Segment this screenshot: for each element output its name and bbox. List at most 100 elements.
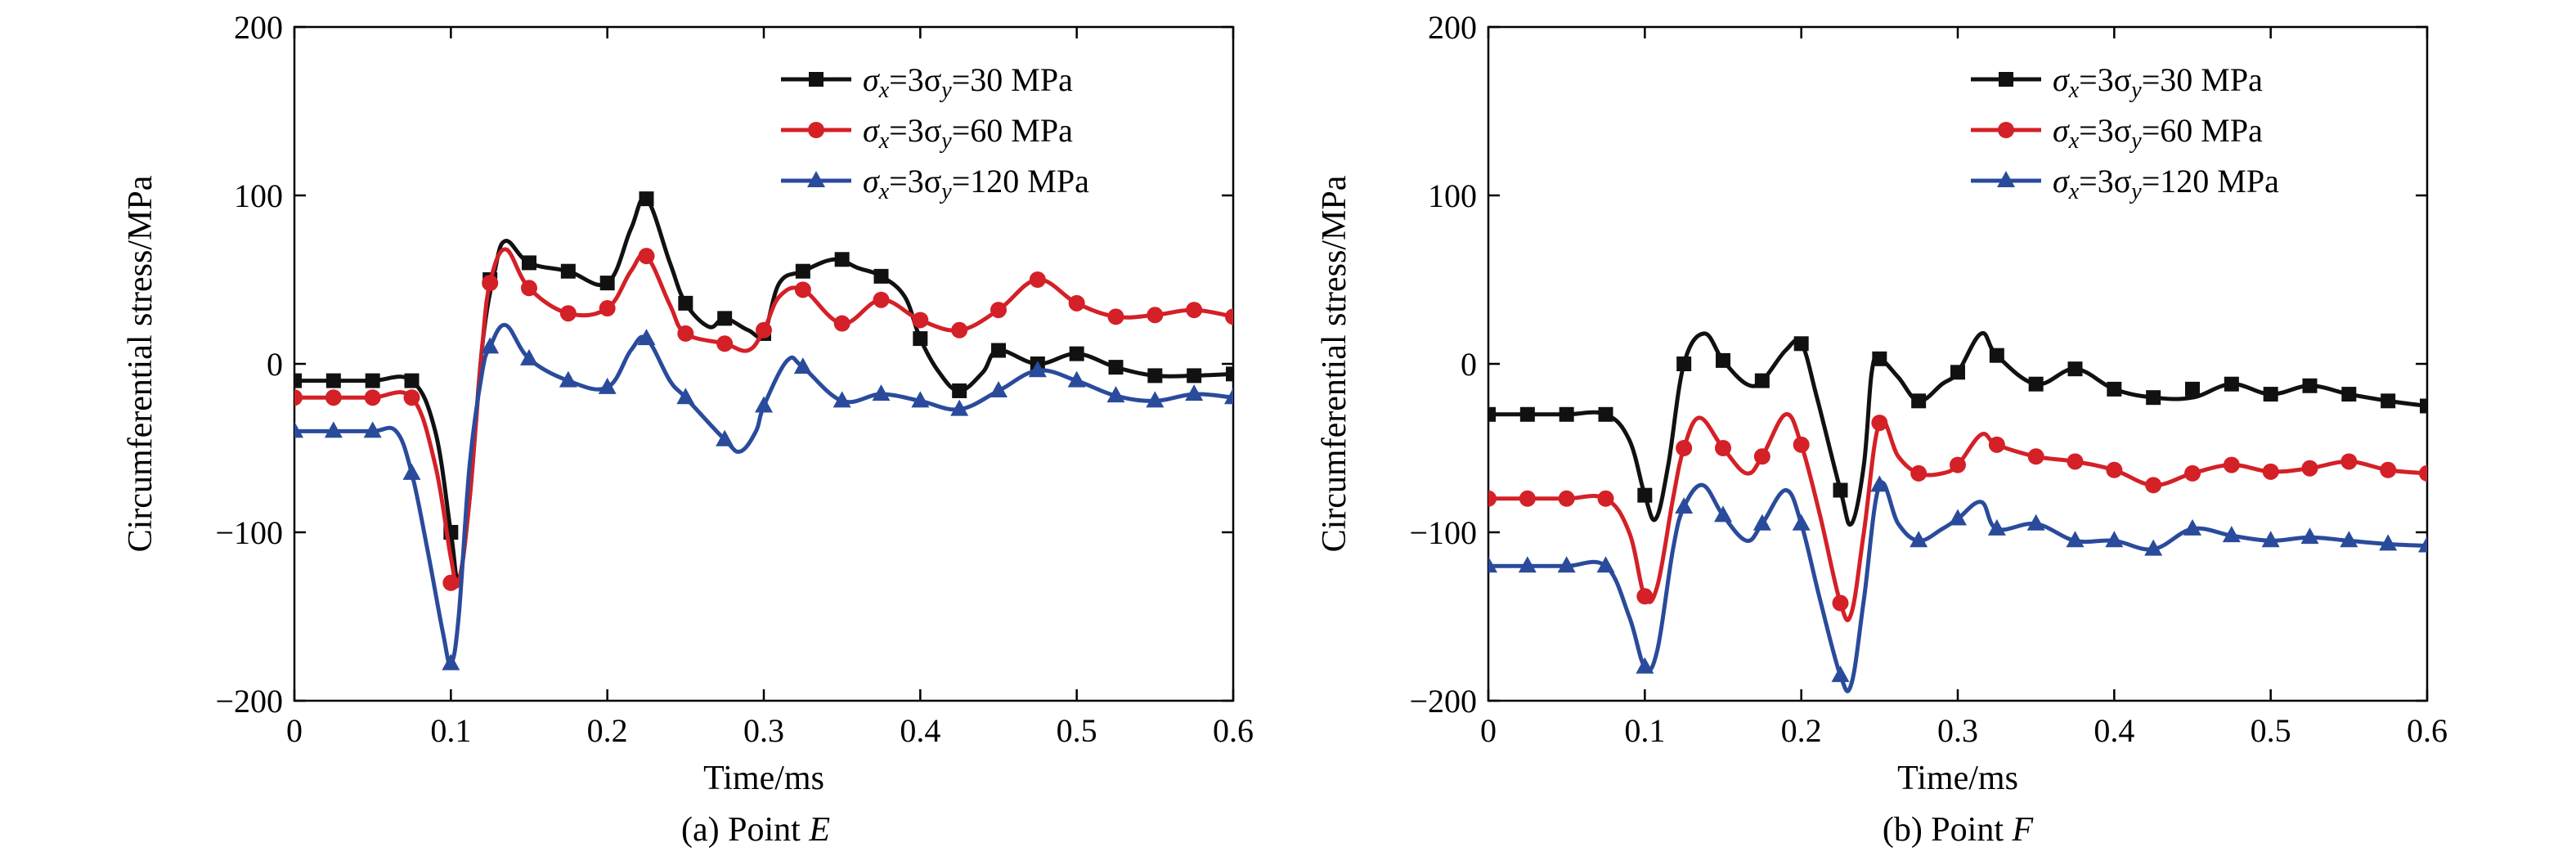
data-point [2223,456,2240,473]
data-point [1147,307,1164,324]
data-point [1519,406,1535,422]
data-point [294,389,303,406]
legend-entry: σx=3σy=30 MPa [863,61,1073,103]
data-point [2340,453,2358,470]
data-point [2261,531,2280,548]
data-point [2144,539,2163,556]
y-axis-label: Circumferential stress/MPa [122,175,159,552]
data-point [2301,460,2318,477]
data-point [1793,336,1809,352]
data-point [520,348,538,365]
data-point [832,391,851,408]
data-point [442,653,460,670]
data-point [639,191,654,207]
data-point [363,421,382,438]
data-point [1675,497,1694,514]
x-tick-label: 0.1 [1624,712,1665,749]
data-point [2418,536,2427,553]
data-point [482,275,499,292]
legend-marker [1998,122,2014,138]
y-tick-label: −200 [1409,683,1477,720]
data-point [2184,464,2201,482]
data-point [716,335,734,352]
legend-marker [1999,72,2013,87]
x-tick-label: 0.1 [430,712,471,749]
data-point [442,574,460,591]
x-tick-label: 0.2 [587,712,628,749]
x-tick-label: 0.6 [2407,712,2448,749]
data-point [1950,456,1966,473]
data-point [559,305,577,322]
series-group [1488,331,2427,693]
data-point [294,421,303,438]
data-point [716,429,734,446]
legend-entry: σx=3σy=30 MPa [2053,61,2263,103]
legend: σx=3σy=30 MPa σx=3σy=60 MPa σx=3σy=120 MPa [1971,61,2279,204]
data-point [1597,490,1614,507]
chart-panel-a: 0 0.1 0.2 0.3 0.4 0.5 0.6 −200 −100 0 100 200 Time/m… [122,9,1254,849]
x-tick-label: 0 [1480,712,1497,749]
y-tick-label: −100 [215,514,283,551]
data-point [2341,387,2357,402]
y-tick-label: 100 [1428,177,1477,214]
data-point [1596,556,1615,573]
data-point [2106,461,2123,478]
data-point [793,357,812,374]
data-point [559,370,577,388]
data-point [2146,390,2161,406]
data-point [1870,475,1889,492]
data-point [2419,464,2427,482]
data-point [2183,518,2201,536]
y-tick-label: 0 [1461,346,1477,383]
data-point [1637,487,1653,503]
legend-marker [809,72,824,87]
data-point [1225,308,1233,325]
data-point [2262,463,2279,480]
data-point [1989,348,2004,363]
data-point [598,377,617,394]
data-point [1676,357,1692,371]
data-point [1488,556,1497,573]
plot-frame [1487,25,2429,702]
data-point [1833,482,1848,498]
data-point [1488,490,1497,507]
data-point [2027,448,2044,465]
data-point [2379,534,2398,551]
data-point [1224,388,1233,405]
legend-entry: σx=3σy=60 MPa [863,112,1073,154]
data-point [677,325,694,342]
data-point [1714,505,1732,522]
data-point [637,329,656,346]
data-point [913,331,928,347]
data-point [324,421,343,438]
data-point [599,276,615,291]
data-point [1676,440,1693,456]
data-point [2185,381,2200,397]
data-point [872,384,891,401]
data-point [912,312,929,329]
caption-point: F [2012,811,2034,849]
data-point [1186,302,1203,319]
data-point [1557,556,1576,573]
data-point [1949,509,1967,526]
data-point [1598,406,1613,422]
data-point [2381,393,2396,409]
data-point [1187,368,1202,383]
x-tick-label: 0.5 [1057,712,1097,749]
legend-entry: σx=3σy=60 MPa [2053,112,2263,154]
data-point [2107,381,2122,397]
data-point [2067,453,2084,470]
data-point [1069,346,1084,361]
data-point [2300,527,2319,545]
data-point [2145,477,2162,494]
legend-entry: σx=3σy=120 MPa [863,163,1089,204]
data-point [2420,398,2427,414]
series-line-2 [1488,412,2427,623]
data-point [1950,365,1965,380]
legend-entry: σx=3σy=120 MPa [2053,163,2279,204]
data-point [1987,518,2006,536]
series-line-3 [294,323,1233,666]
series-line-3 [1488,480,2427,693]
data-point [1636,588,1654,605]
data-point [638,248,655,265]
